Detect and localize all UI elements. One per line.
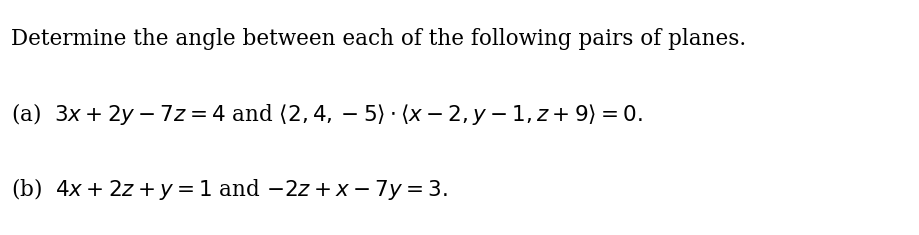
Text: (a)  $3x + 2y - 7z = 4$ and $\langle 2, 4, -5 \rangle \cdot \langle x - 2, y - 1: (a) $3x + 2y - 7z = 4$ and $\langle 2, 4… (11, 101, 642, 127)
Text: Determine the angle between each of the following pairs of planes.: Determine the angle between each of the … (11, 28, 745, 50)
Text: (b)  $4x + 2z + y = 1$ and $-2z + x - 7y = 3.$: (b) $4x + 2z + y = 1$ and $-2z + x - 7y … (11, 176, 448, 202)
